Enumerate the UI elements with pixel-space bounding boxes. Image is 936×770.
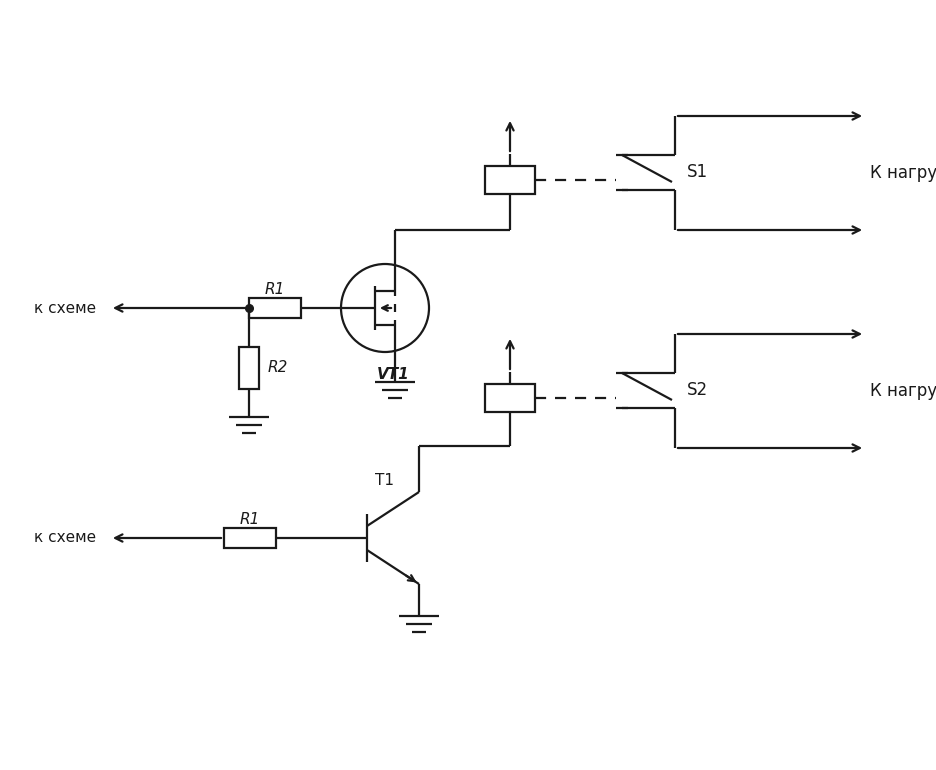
Bar — [239, 347, 259, 389]
Bar — [249, 298, 301, 318]
Text: VT1: VT1 — [376, 367, 409, 381]
Bar — [224, 528, 276, 548]
Text: R1: R1 — [265, 282, 285, 296]
Text: S1: S1 — [687, 163, 709, 181]
Bar — [485, 384, 535, 412]
Text: К нагрузке: К нагрузке — [870, 382, 936, 400]
Text: R2: R2 — [268, 360, 288, 376]
Text: к схеме: к схеме — [34, 300, 96, 316]
Text: T1: T1 — [375, 473, 394, 487]
Text: R1: R1 — [240, 511, 260, 527]
Bar — [485, 166, 535, 194]
Text: К нагрузке: К нагрузке — [870, 164, 936, 182]
Text: S2: S2 — [687, 381, 709, 399]
Text: к схеме: к схеме — [34, 531, 96, 545]
